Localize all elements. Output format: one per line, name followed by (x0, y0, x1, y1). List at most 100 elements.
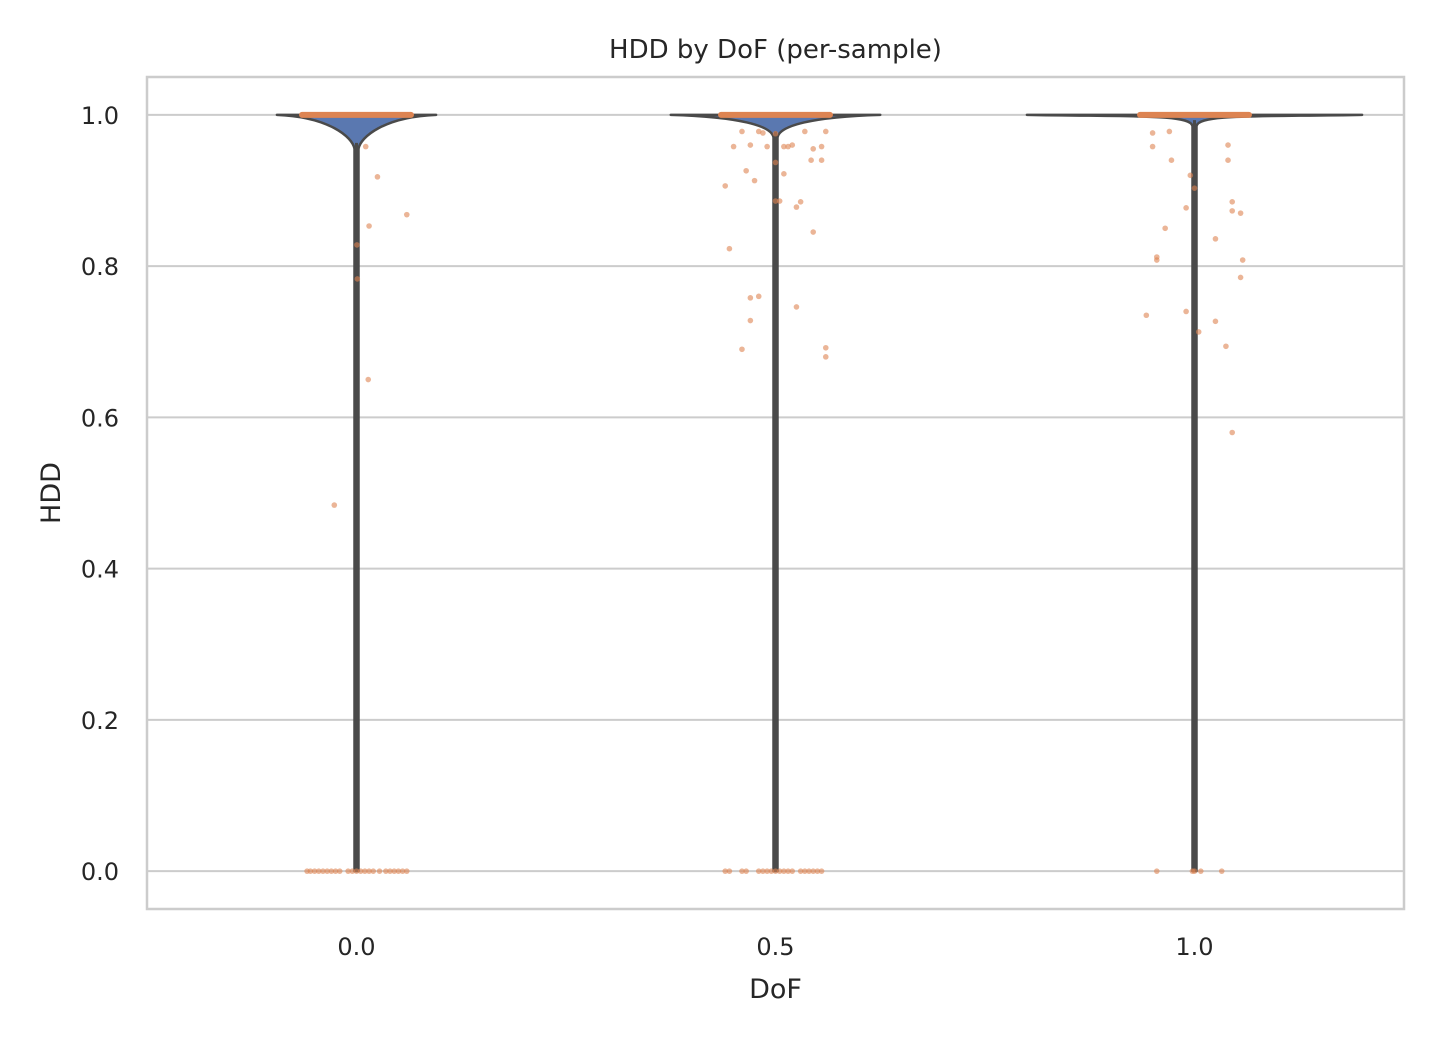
strip-point (376, 868, 383, 874)
strip-point (324, 868, 330, 874)
strip-point (793, 304, 800, 310)
strip-point (1237, 210, 1244, 216)
strip-point (387, 868, 393, 874)
strip-point (802, 128, 808, 135)
strip-point (822, 354, 829, 360)
strip-point (722, 183, 729, 189)
strip-point (1183, 205, 1189, 211)
strip-point (1229, 429, 1236, 436)
strip-point (332, 868, 339, 874)
strip-point (349, 868, 356, 874)
strip-point (1212, 318, 1219, 325)
strip-point (315, 868, 322, 874)
strip-point (354, 242, 360, 248)
strip-point (357, 868, 364, 874)
strip-point (1225, 157, 1231, 163)
strip-point (1191, 868, 1198, 874)
strip-point (307, 868, 314, 874)
strip-point (1187, 172, 1194, 179)
strip-point (722, 868, 729, 874)
strip-point (747, 317, 754, 324)
x-tick-labels: 0.0 0.5 1.0 (337, 933, 1213, 961)
y-tick-label: 0.8 (81, 253, 119, 281)
strip-point (311, 868, 318, 874)
strip-point (726, 245, 733, 252)
strip-point (366, 223, 372, 229)
y-axis-label: HDD (36, 462, 67, 524)
strip-point (743, 167, 749, 174)
strip-point (810, 229, 817, 235)
strip-point (320, 868, 326, 874)
strip-point (789, 142, 796, 148)
strip-point (336, 868, 343, 874)
strip-point (739, 128, 745, 135)
x-tick-label: 0.5 (756, 933, 794, 961)
strip-point (747, 142, 754, 148)
strip-point (785, 868, 791, 874)
y-tick-label: 0.6 (81, 404, 119, 432)
strip-point (781, 171, 787, 177)
strip-point (772, 159, 779, 166)
strip-point (814, 868, 821, 874)
strip-point (776, 198, 783, 204)
strip-point (810, 146, 817, 152)
strip-point (399, 868, 406, 874)
strip-point (1223, 343, 1229, 350)
x-axis-label: DoF (749, 974, 802, 1005)
strip-point (730, 143, 737, 150)
strip-point (755, 293, 762, 300)
strip-point (789, 868, 796, 874)
strip-point (747, 295, 754, 301)
strip-point (781, 868, 787, 874)
strip-point (395, 868, 402, 874)
strip-point (1168, 157, 1175, 163)
strip-point (726, 868, 733, 874)
strip-point (755, 868, 762, 874)
strip-point (797, 199, 804, 205)
strip-point (345, 868, 351, 874)
strip-point (362, 143, 369, 150)
strip-point (810, 868, 817, 874)
strip-point (1149, 130, 1156, 136)
strip-point (354, 276, 361, 282)
chart-title: HDD by DoF (per-sample) (609, 35, 942, 65)
strip-point (1225, 142, 1231, 148)
strip-point (1229, 199, 1236, 205)
strip-point (1229, 208, 1236, 214)
strip-point (383, 868, 389, 874)
strip-point (1162, 225, 1168, 232)
strip-point (739, 868, 745, 874)
points-layer (304, 128, 1246, 874)
strip-point (1218, 868, 1225, 874)
strip-point (772, 198, 779, 204)
strip-point (1212, 236, 1219, 242)
strip-point (331, 502, 338, 508)
strip-point (374, 174, 381, 180)
strip-point (818, 157, 825, 163)
strip-point (818, 868, 825, 874)
strip-point (370, 868, 377, 874)
strip-point (1153, 868, 1160, 874)
strip-point (366, 868, 372, 874)
strip-point (822, 344, 829, 351)
strip-point (781, 143, 787, 150)
strip-point (764, 143, 770, 150)
y-tick-label: 0.2 (81, 707, 119, 735)
strip-point (1143, 312, 1150, 319)
plot-frame (145, 75, 1406, 911)
strip-point (403, 211, 410, 218)
strip-point (1195, 329, 1202, 335)
strip-point (365, 376, 372, 383)
strip-point (806, 868, 812, 874)
y-tick-label: 1.0 (81, 102, 119, 130)
x-tick-label: 0.0 (337, 933, 375, 961)
strip-point (793, 204, 800, 210)
strip-point (751, 177, 758, 184)
strip-point (1149, 143, 1156, 150)
strip-point (739, 346, 745, 353)
strip-point (822, 128, 829, 135)
strip-point (362, 868, 368, 874)
strip-point (1166, 128, 1173, 135)
